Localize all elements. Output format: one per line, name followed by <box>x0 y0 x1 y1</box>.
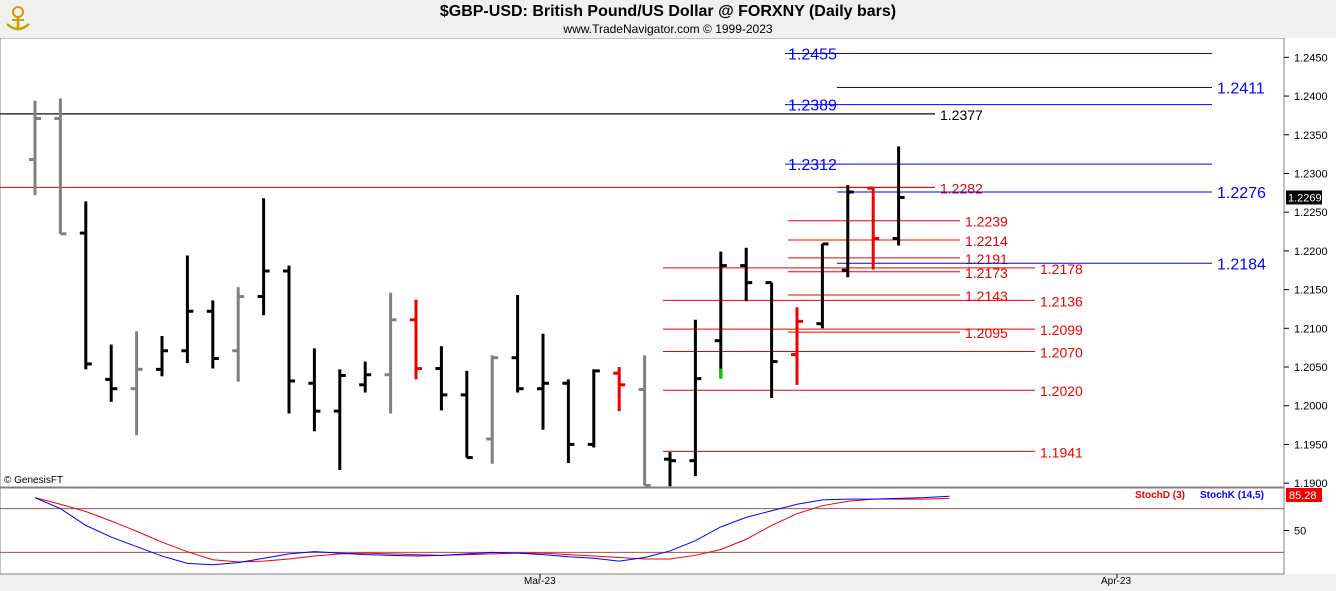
level-label: 1.2173 <box>965 265 1008 281</box>
level-label: 1.2312 <box>788 157 837 174</box>
y-tick-label: 1.2050 <box>1294 362 1328 374</box>
level-label: 1.2377 <box>940 107 983 123</box>
chart-subtitle: www.TradeNavigator.com © 1999-2023 <box>563 22 773 36</box>
x-tick-label: Mar-23 <box>524 576 556 587</box>
stochd-legend: StochD (3) <box>1135 490 1185 501</box>
ohlc-bar <box>740 247 753 302</box>
oscillator-series-line <box>34 495 950 566</box>
ohlc-bar <box>791 307 803 385</box>
ohlc-bar <box>486 355 499 464</box>
ohlc-bar <box>714 251 727 379</box>
price-panel <box>0 37 1285 488</box>
y-tick-label: 1.2100 <box>1294 323 1328 335</box>
ohlc-bar <box>206 300 219 369</box>
ohlc-bar <box>384 292 397 414</box>
level-label: 1.2184 <box>1217 256 1266 273</box>
ohlc-bar <box>410 299 422 380</box>
level-label: 1.2282 <box>940 180 983 196</box>
y-tick-label: 1.2000 <box>1294 401 1328 413</box>
ohlc-bar <box>765 281 778 398</box>
y-tick-label: 1.1900 <box>1294 478 1328 490</box>
y-tick-label: 1.1950 <box>1294 439 1328 451</box>
y-tick-label: 1.2250 <box>1294 207 1328 219</box>
ohlc-bar <box>308 348 321 432</box>
ohlc-bar <box>181 255 194 364</box>
level-label: 1.2411 <box>1217 81 1265 98</box>
level-label: 1.2178 <box>1040 261 1083 277</box>
level-label: 1.2136 <box>1040 293 1083 309</box>
ohlc-bar <box>105 344 118 402</box>
y-axis-panel <box>1284 38 1336 574</box>
ohlc-bar <box>29 100 41 196</box>
level-label: 1.2239 <box>965 214 1008 230</box>
ohlc-bar <box>816 242 829 329</box>
chart-header: $GBP-USD: British Pound/US Dollar @ FORX… <box>0 0 1336 38</box>
ohlc-bar <box>562 379 575 464</box>
ohlc-bar <box>333 369 346 470</box>
ohlc-bar <box>867 186 880 270</box>
level-label: 1.2070 <box>1040 345 1083 361</box>
ohlc-bar <box>435 346 448 411</box>
chart-title: $GBP-USD: British Pound/US Dollar @ FORX… <box>439 3 897 20</box>
last-price-label: 1.2269 <box>1288 192 1322 204</box>
level-label: 1.2276 <box>1217 185 1266 202</box>
y-tick-label: 1.2400 <box>1294 91 1328 103</box>
level-label: 1.1941 <box>1040 444 1083 460</box>
ohlc-bar <box>587 369 600 448</box>
oscillator-y-tick-label: 50 <box>1294 526 1306 538</box>
level-label: 1.2020 <box>1040 383 1083 399</box>
y-tick-label: 1.2150 <box>1294 285 1328 297</box>
level-label: 1.2214 <box>965 233 1008 249</box>
ohlc-bar <box>79 201 92 370</box>
ohlc-bar <box>54 98 67 236</box>
y-tick-label: 1.2450 <box>1294 52 1328 64</box>
ohlc-bar <box>460 370 473 460</box>
ohlc-bar <box>359 361 372 393</box>
ohlc-bar <box>130 331 143 436</box>
ohlc-bar <box>232 287 245 382</box>
credit-text: © GenesisFT <box>4 475 63 486</box>
level-label: 1.2455 <box>788 46 837 63</box>
ohlc-bar <box>156 336 168 377</box>
stochk-legend: StochK (14,5) <box>1200 490 1264 501</box>
oscillator-last-value-box <box>1286 488 1322 502</box>
ohlc-bar <box>257 198 270 316</box>
ohlc-bar <box>638 355 651 487</box>
y-tick-label: 1.2200 <box>1294 246 1328 258</box>
ohlc-bar <box>664 452 676 487</box>
ohlc-bar <box>689 319 702 477</box>
ohlc-bar <box>613 367 626 412</box>
ohlc-bar <box>283 265 295 414</box>
oscillator-last-value-label: 85.28 <box>1289 490 1317 502</box>
ohlc-bar <box>892 146 905 246</box>
ohlc-bar <box>537 333 549 430</box>
y-tick-label: 1.2350 <box>1294 130 1328 142</box>
oscillator-panel <box>0 487 1285 575</box>
oscillator-series-line <box>34 497 950 563</box>
x-tick-label: Apr-23 <box>1101 576 1131 587</box>
last-price-box <box>1286 190 1322 205</box>
ohlc-bar <box>511 295 524 393</box>
level-label: 1.2389 <box>788 98 837 115</box>
level-label: 1.2143 <box>965 288 1008 304</box>
y-tick-label: 1.2300 <box>1294 168 1328 180</box>
level-label: 1.2095 <box>965 325 1008 341</box>
navigator-logo-icon <box>3 2 33 34</box>
ohlc-bar <box>841 185 854 278</box>
level-label: 1.2099 <box>1040 322 1083 338</box>
